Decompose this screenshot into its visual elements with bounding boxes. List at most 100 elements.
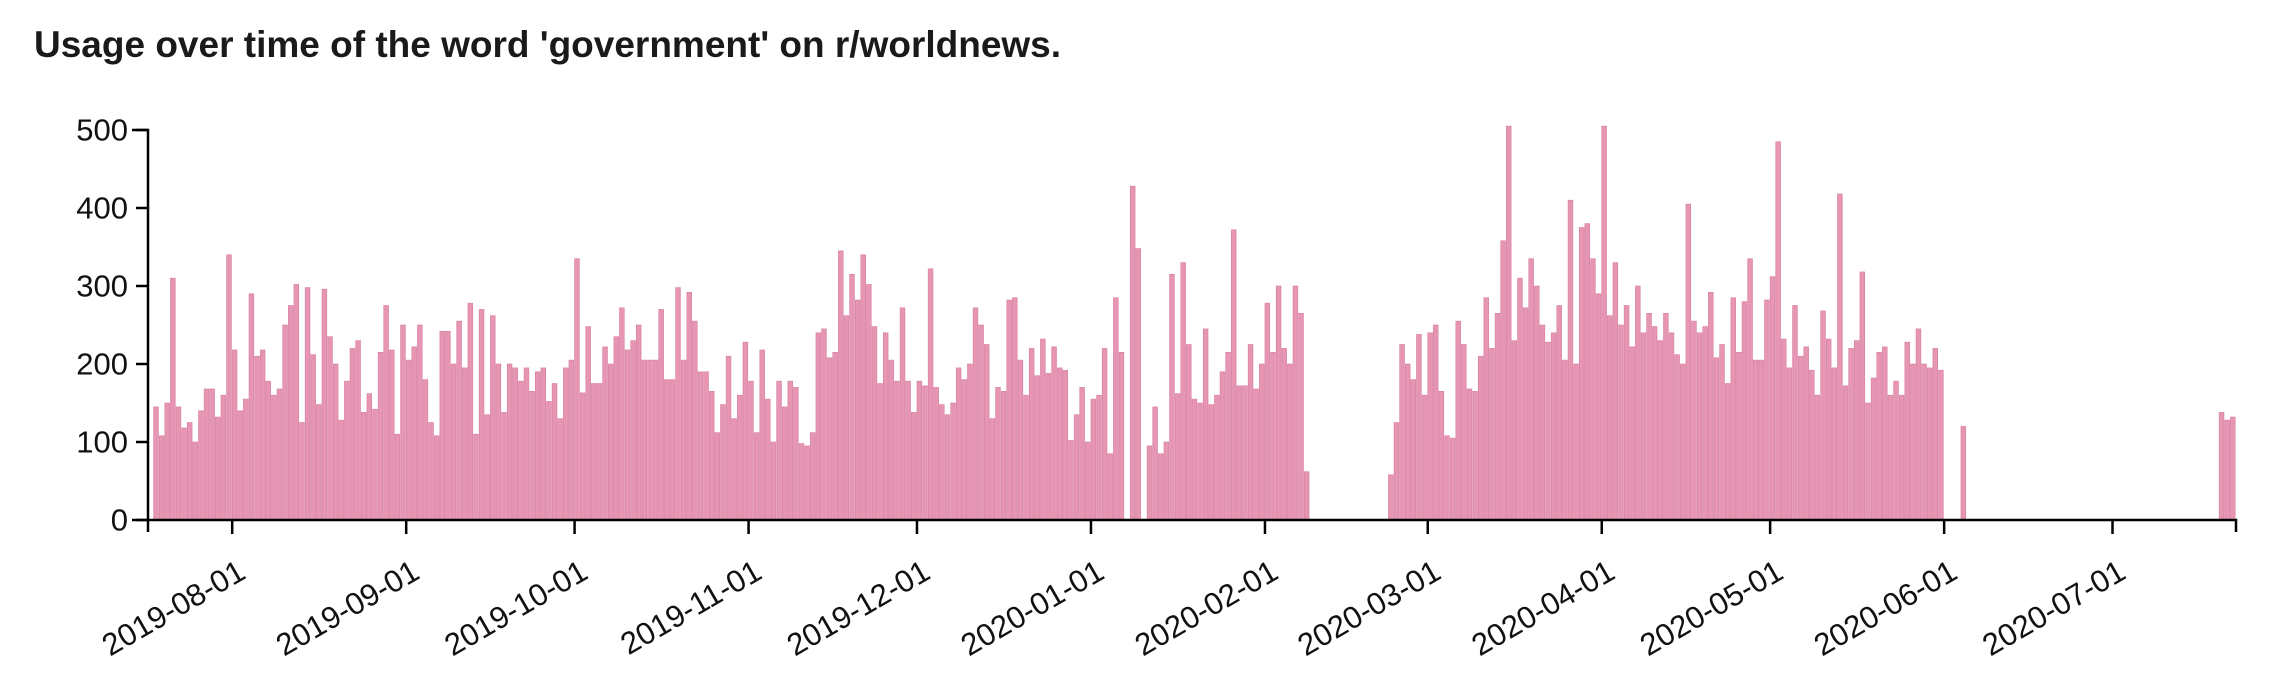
bar-2020-05-27 [1915, 328, 1922, 521]
bar-2019-09-01 [405, 359, 412, 521]
bar-2019-09-05 [428, 422, 434, 521]
bar-2020-05-31 [1938, 369, 1944, 521]
bar-2020-04-25 [1736, 351, 1742, 521]
bar-2019-10-02 [579, 392, 586, 521]
bar-2019-09-08 [445, 330, 451, 521]
bar-2019-11-28 [899, 307, 906, 521]
bar-2020-05-21 [1882, 346, 1888, 521]
bar-2020-01-27 [1236, 385, 1243, 521]
bar-2020-01-13 [1158, 453, 1164, 521]
bar-2019-11-18 [843, 315, 850, 521]
x-tick-label: 2020-01-01 [955, 553, 1110, 663]
bar-2020-04-14 [1674, 354, 1680, 521]
bar-2019-08-15 [310, 354, 316, 521]
bar-2020-05-06 [1797, 355, 1804, 521]
bar-2019-09-27 [551, 383, 558, 521]
bar-2019-11-03 [759, 349, 765, 521]
bar-2019-08-08 [271, 394, 277, 521]
bar-2019-11-23 [871, 326, 878, 521]
bar-2020-05-09 [1814, 394, 1821, 521]
bar-2019-09-29 [563, 367, 569, 521]
bars-layer [153, 125, 2236, 521]
bar-2019-08-13 [299, 422, 305, 521]
bar-2019-10-04 [591, 383, 597, 521]
bar-2019-12-21 [1028, 348, 1035, 521]
bar-2019-09-26 [546, 401, 552, 521]
bar-2020-03-05 [1449, 437, 1456, 521]
bar-2020-05-26 [1910, 363, 1916, 521]
bar-2019-08-18 [327, 336, 333, 521]
bar-2019-08-17 [321, 288, 328, 521]
bar-2019-07-22 [175, 406, 182, 521]
bar-2019-07-30 [220, 394, 227, 521]
bar-2020-04-29 [1758, 359, 1765, 521]
bar-2020-03-01 [1427, 332, 1433, 521]
bar-2019-07-24 [186, 422, 193, 521]
bar-2019-09-12 [467, 302, 474, 521]
bar-2019-08-19 [332, 363, 339, 521]
bar-2020-05-01 [1769, 276, 1776, 521]
bar-2019-10-15 [652, 359, 659, 521]
bar-2019-11-06 [776, 380, 782, 521]
bar-2020-05-05 [1792, 305, 1798, 521]
bar-2019-09-02 [411, 346, 417, 521]
bar-2020-03-15 [1506, 125, 1512, 521]
x-tick-label: 2019-09-01 [270, 553, 425, 663]
bar-2020-01-02 [1096, 394, 1102, 521]
bar-2020-03-25 [1562, 359, 1568, 521]
bar-2019-07-26 [198, 410, 204, 521]
bar-2019-12-08 [955, 367, 962, 521]
bar-2020-03-10 [1477, 355, 1484, 521]
bar-2019-08-01 [231, 349, 238, 521]
bar-2019-11-08 [787, 380, 793, 521]
bar-2019-12-27 [1062, 369, 1069, 521]
bar-2019-10-16 [658, 309, 664, 521]
bar-2019-11-21 [860, 254, 866, 521]
bar-2019-12-09 [961, 379, 967, 521]
bar-2019-12-11 [972, 307, 979, 521]
bar-2019-11-15 [826, 357, 833, 521]
bar-2019-09-10 [456, 320, 462, 521]
bar-2019-12-14 [989, 418, 996, 521]
bar-2020-03-02 [1433, 324, 1439, 521]
bar-2020-03-06 [1455, 320, 1461, 521]
bar-2020-07-22 [2230, 416, 2236, 521]
bar-2019-10-30 [737, 394, 743, 521]
bar-2019-09-15 [484, 414, 490, 521]
bar-2020-04-30 [1764, 299, 1770, 521]
bar-2019-12-28 [1068, 440, 1074, 521]
bar-2019-12-18 [1012, 297, 1018, 521]
bar-2019-09-24 [534, 371, 541, 521]
bar-2020-01-31 [1259, 363, 1265, 521]
bar-2019-11-26 [888, 359, 895, 521]
bar-2019-10-09 [619, 307, 625, 521]
y-axis-line [132, 128, 150, 522]
bar-2020-03-31 [1595, 293, 1602, 521]
bar-2019-08-20 [338, 419, 344, 521]
bar-2019-09-21 [518, 380, 524, 521]
bar-2020-04-08 [1640, 332, 1647, 521]
bar-2019-10-08 [613, 336, 619, 521]
bar-2019-09-16 [490, 315, 496, 521]
bar-2019-11-01 [748, 380, 754, 521]
bar-2019-12-30 [1079, 387, 1085, 521]
x-axis: 2019-08-01 2019-09-01 2019-10-01 2019-11-01… [96, 518, 2238, 663]
bar-2020-03-17 [1517, 277, 1523, 521]
bar-2019-10-22 [692, 320, 698, 521]
bar-2019-07-28 [209, 388, 215, 521]
bar-2020-05-16 [1854, 340, 1860, 521]
bar-2019-11-07 [781, 406, 788, 521]
bar-2020-05-02 [1775, 141, 1781, 521]
bar-2019-10-06 [602, 346, 608, 521]
bar-2019-10-23 [697, 371, 704, 521]
bar-2019-09-18 [501, 412, 507, 521]
bar-2019-08-28 [383, 305, 389, 521]
bar-2019-07-18 [153, 406, 159, 521]
bar-2020-02-06 [1292, 285, 1299, 521]
bar-2020-05-19 [1870, 377, 1877, 521]
bar-2020-03-13 [1494, 312, 1501, 521]
bar-2019-10-05 [596, 383, 603, 521]
bar-2020-05-12 [1831, 367, 1837, 521]
bar-2020-03-16 [1511, 340, 1518, 521]
